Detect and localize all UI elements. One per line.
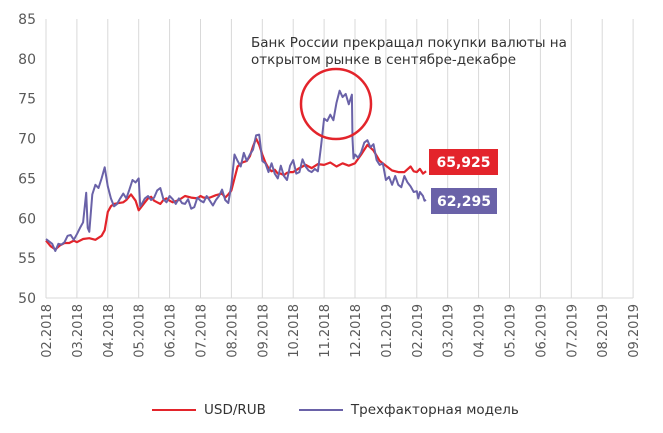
- x-tick-label: 02.2018: [40, 304, 55, 358]
- x-tick-label: 07.2019: [565, 304, 580, 358]
- x-axis: 02.2018 03.2018 04.2018 05.2018 06.2018 07.20…: [40, 304, 642, 358]
- x-tick-label: 02.2019: [411, 304, 426, 358]
- y-tick-label: 55: [18, 251, 36, 267]
- three-factor-model-line: [45, 89, 427, 252]
- x-tick-label: 08.2019: [596, 304, 611, 358]
- x-tick-label: 03.2018: [71, 304, 86, 358]
- x-tick-label: 04.2018: [102, 304, 117, 358]
- x-tick-label: 06.2019: [534, 304, 549, 358]
- legend-item-usd-rub: USD/RUB: [152, 402, 266, 418]
- x-tick-label: 09.2018: [256, 304, 271, 358]
- annotation-circle: [299, 67, 373, 141]
- legend-label-model: Трехфакторная модель: [350, 402, 519, 418]
- y-axis: 50 55 60 65 70 75 80 85: [18, 12, 36, 307]
- x-tick-label: 12.2018: [349, 304, 364, 358]
- model-last-value: 62,295: [437, 194, 491, 210]
- y-tick-label: 50: [18, 291, 36, 307]
- legend-swatch-usd-rub: [152, 409, 196, 411]
- x-tick-label: 11.2018: [318, 304, 333, 358]
- x-tick-label: 05.2018: [133, 304, 148, 358]
- model-last-value-badge: 62,295: [431, 188, 497, 214]
- x-tick-label: 05.2019: [504, 304, 519, 358]
- y-tick-label: 75: [18, 92, 36, 108]
- usd-rub-line: [45, 137, 427, 251]
- y-tick-label: 85: [18, 12, 36, 28]
- annotation-line-2: открытом рынке в сентябре-декабре: [251, 52, 516, 68]
- legend-label-usd-rub: USD/RUB: [204, 402, 266, 418]
- legend-item-model: Трехфакторная модель: [298, 402, 519, 418]
- usd-rub-last-value-badge: 65,925: [429, 149, 498, 175]
- legend-swatch-model: [298, 409, 343, 411]
- usd-rub-last-value: 65,925: [436, 155, 490, 171]
- y-tick-label: 80: [18, 52, 36, 68]
- legend: USD/RUB Трехфакторная модель: [152, 399, 552, 421]
- x-tick-label: 01.2019: [380, 304, 395, 358]
- y-tick-label: 60: [18, 211, 36, 227]
- x-tick-label: 10.2018: [287, 304, 302, 358]
- x-tick-label: 04.2019: [473, 304, 488, 358]
- x-tick-label: 09.2019: [627, 304, 642, 358]
- x-tick-label: 06.2018: [164, 304, 179, 358]
- x-tick-label: 07.2018: [195, 304, 210, 358]
- annotation-line-1: Банк России прекращал покупки валюты на: [251, 35, 567, 51]
- y-tick-label: 65: [18, 171, 36, 187]
- x-tick-label: 08.2018: [225, 304, 240, 358]
- x-tick-label: 03.2019: [442, 304, 457, 358]
- y-tick-label: 70: [18, 132, 36, 148]
